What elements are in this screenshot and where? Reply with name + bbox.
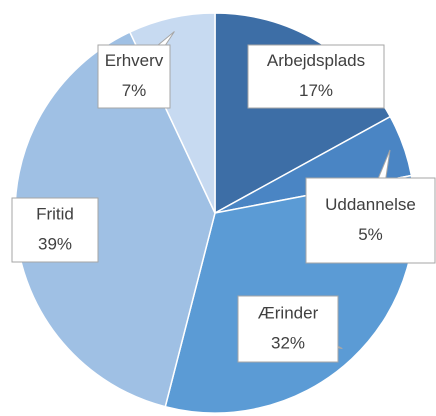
value-label: 17% xyxy=(299,81,333,100)
callout-box xyxy=(11,197,99,263)
value-label: 32% xyxy=(271,333,305,352)
callout-box xyxy=(247,44,385,109)
callout-box xyxy=(305,177,436,264)
value-label: 5% xyxy=(358,225,383,244)
callout-box xyxy=(97,44,171,109)
category-label: Fritid xyxy=(36,204,74,223)
value-label: 7% xyxy=(122,81,147,100)
value-label: 39% xyxy=(38,234,72,253)
category-label: Erhverv xyxy=(105,51,164,70)
category-label: Uddannelse xyxy=(325,195,416,214)
category-label: Arbejdsplads xyxy=(267,51,365,70)
callout-box xyxy=(237,295,339,363)
category-label: Ærinder xyxy=(258,303,319,322)
